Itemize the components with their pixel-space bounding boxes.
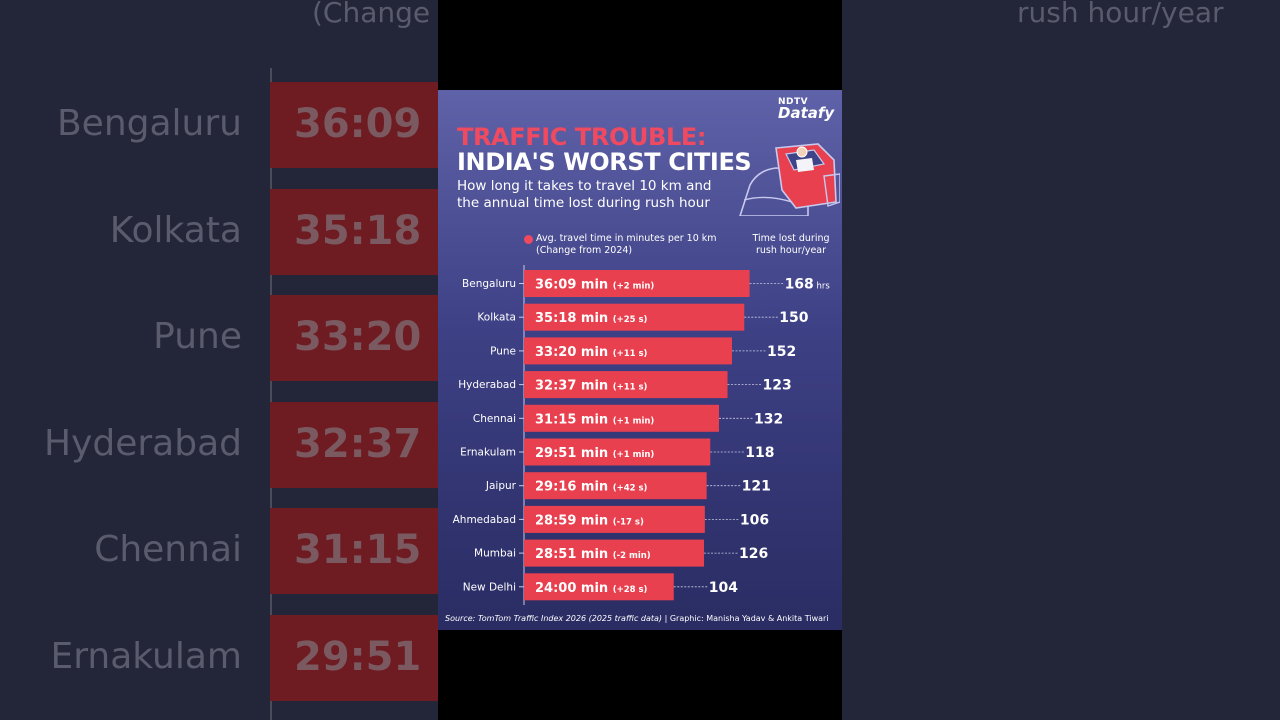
travel-time-bar (524, 539, 705, 567)
bg-bar (270, 614, 462, 701)
city-label: Pune (490, 345, 516, 357)
city-label: Hyderabad (458, 379, 516, 391)
bg-city-label: Hyderabad (44, 422, 242, 464)
bg-city-label: Pune (153, 316, 242, 357)
time-lost-label: 104 (709, 580, 738, 596)
city-label: Kolkata (477, 312, 516, 324)
city-label: Bengaluru (462, 278, 516, 290)
city-label: Jaipur (485, 480, 517, 492)
bg-city-label: Kolkata (109, 209, 242, 251)
bg-city-label: Bengaluru (56, 103, 242, 144)
city-label: Ernakulam (460, 447, 516, 459)
time-lost-label: 126 (739, 546, 768, 562)
bg-axis (270, 68, 272, 720)
source-prefix: Source: (445, 614, 478, 623)
title-line-1: TRAFFIC TROUBLE: (457, 123, 707, 151)
source-note: Source: TomTom Traffic Index 2026 (2025 … (445, 614, 829, 623)
bg-top-right-fragment: rush hour/year (1017, 0, 1224, 29)
legend-swatch (524, 235, 533, 244)
city-label: Mumbai (474, 548, 516, 560)
bg-city-label: Chennai (94, 529, 242, 570)
time-lost-label: 168 hrs (785, 277, 831, 293)
travel-time-bar (524, 337, 732, 365)
graphic-credit: | Graphic: Manisha Yadav & Ankita Tiwari (662, 614, 829, 623)
travel-time-label: 35:18 min (+25 s) (535, 311, 648, 326)
source-name: TomTom Traffic Index 2026 (2025 traffic … (477, 614, 663, 623)
travel-time-bar (524, 438, 711, 466)
city-label: Ahmedabad (453, 514, 516, 526)
time-lost-label: 152 (767, 344, 796, 360)
travel-time-label: 36:09 min (+2 min) (535, 278, 654, 293)
legend-travel-time: Avg. travel time in minutes per 10 km (C… (536, 233, 717, 256)
city-label: Chennai (473, 413, 516, 425)
travel-time-bar (524, 303, 745, 331)
travel-time-bar (524, 270, 750, 297)
time-lost-label: 150 (779, 310, 808, 326)
travel-time-bar (524, 371, 728, 399)
travel-time-bar (524, 472, 707, 500)
travel-time-label: 33:20 min (+11 s) (535, 345, 648, 360)
brand-logo-top: NDTV (778, 97, 809, 107)
time-lost-label: 123 (763, 378, 792, 394)
bg-bar (270, 508, 470, 594)
subtitle: How long it takes to travel 10 km and th… (457, 178, 712, 211)
bar-chart: Bengaluru 36:09 min (+2 min) 168 hrs Kolkat… (453, 265, 831, 605)
infographic-card: Bengaluru 36:09 min (+2 min) 168 hrs Kolkat… (438, 90, 842, 630)
legend-time-lost: Time lost during rush hour/year (752, 233, 830, 256)
time-lost-label: 121 (742, 479, 771, 495)
travel-time-bar (524, 505, 705, 533)
travel-time-label: 29:16 min (+42 s) (535, 480, 648, 495)
time-lost-label: 118 (745, 445, 774, 461)
time-lost-label: 106 (740, 512, 769, 528)
car-driver-icon (739, 143, 840, 216)
travel-time-bar (524, 573, 674, 601)
travel-time-label: 28:51 min (-2 min) (535, 547, 651, 562)
travel-time-label: 31:15 min (+1 min) (535, 412, 654, 427)
bg-city-label: Ernakulam (50, 635, 242, 677)
travel-time-label: 24:00 min (+28 s) (535, 581, 648, 596)
travel-time-label: 29:51 min (+1 min) (535, 446, 654, 461)
bg-top-left-fragment: (Change (312, 0, 431, 29)
travel-time-label: 28:59 min (-17 s) (535, 513, 644, 528)
travel-time-bar (524, 404, 719, 432)
time-lost-label: 132 (754, 411, 783, 427)
brand-logo: Datafy (778, 104, 835, 122)
travel-time-label: 32:37 min (+11 s) (535, 379, 648, 394)
title-line-2: INDIA'S WORST CITIES (457, 148, 752, 176)
city-label: New Delhi (463, 581, 516, 593)
